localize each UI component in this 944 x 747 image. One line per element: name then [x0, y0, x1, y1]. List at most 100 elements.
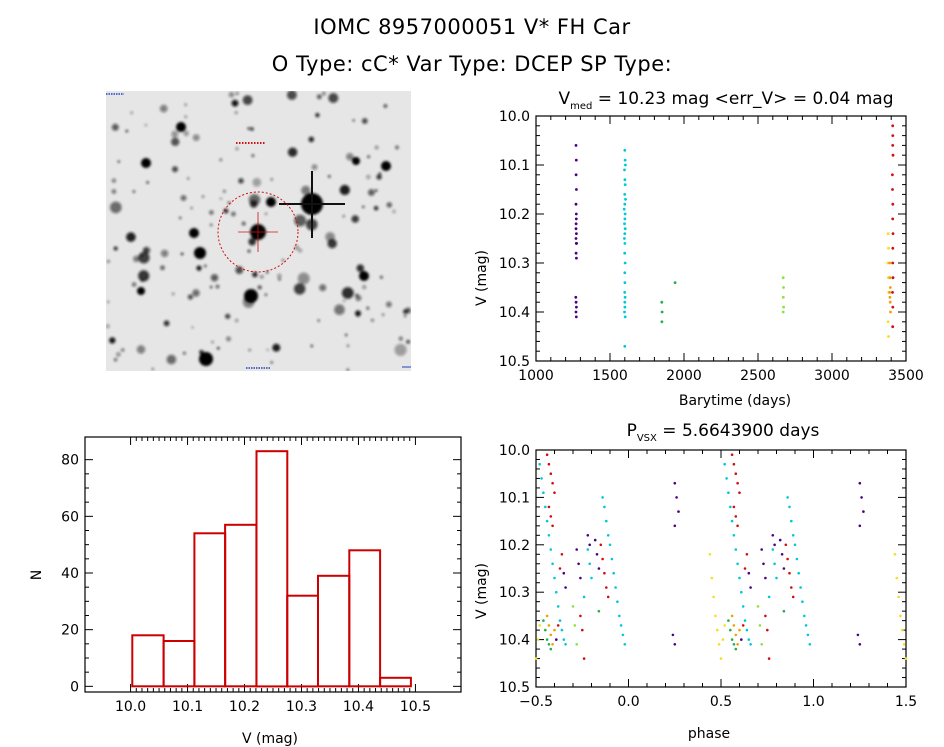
lc-ytick-label: 10.1 [499, 158, 530, 174]
lc-point [891, 202, 895, 206]
lc-point [891, 217, 895, 221]
hist-bar [348, 549, 382, 688]
ph-point [553, 576, 556, 580]
ph-point [573, 624, 577, 627]
hist-ytick-label: 40 [61, 566, 79, 582]
ph-ytick-label: 10.3 [499, 585, 530, 601]
ph-point [547, 534, 551, 537]
lc-point [574, 295, 578, 299]
ph-point [673, 524, 677, 528]
ph-point [721, 638, 725, 641]
hist-frame [84, 436, 462, 693]
lc-point [891, 124, 895, 128]
ph-point [729, 505, 732, 509]
lc-point [891, 261, 895, 265]
ph-point [671, 633, 675, 637]
lc-point [891, 246, 895, 250]
hist-bar [286, 594, 320, 688]
lc-point [891, 188, 894, 191]
ph-point [899, 614, 902, 618]
ph-point [555, 590, 558, 594]
lc-point [891, 276, 895, 280]
ph-point [547, 462, 551, 466]
ph-point [545, 638, 549, 641]
ph-point [745, 628, 749, 632]
lc-point [574, 202, 578, 206]
ph-point [534, 657, 538, 660]
ph-point [673, 643, 677, 646]
ph-point [586, 548, 590, 551]
ph-point [588, 543, 591, 547]
ph-ytick-label: 10.4 [499, 633, 530, 649]
ph-point [560, 553, 564, 556]
lc-point [886, 320, 890, 324]
header-line-1: IOMC 8957000051 V* FH Car [313, 15, 631, 39]
lc-point [888, 261, 892, 265]
ph-ytick-label: 10.5 [499, 680, 530, 696]
ph-point [564, 586, 567, 589]
ph-point [545, 519, 549, 523]
ph-point [734, 515, 738, 518]
ph-point [575, 548, 578, 551]
ph-point [603, 505, 606, 509]
ph-point [606, 595, 610, 599]
ph-point [544, 505, 547, 509]
lc-point [782, 305, 785, 309]
ph-point [808, 643, 812, 646]
ph-point [732, 534, 736, 537]
ph-point [784, 543, 788, 547]
ph-point [558, 567, 562, 570]
lc-point [660, 310, 664, 314]
hist-xtick-label: 10.1 [172, 699, 203, 715]
ph-ytick-label: 10.2 [499, 538, 530, 554]
hist-bar [193, 532, 227, 688]
ph-point [562, 638, 566, 641]
ph-point [675, 496, 678, 499]
ph-point [806, 633, 810, 637]
lc-ytick-label: 10.0 [499, 109, 530, 125]
ph-point [790, 519, 793, 523]
ph-point [579, 614, 582, 618]
ph-point [730, 453, 734, 456]
ph-point [618, 614, 621, 618]
ph-point [756, 605, 760, 608]
lc-point [891, 291, 894, 294]
ph-point [727, 619, 730, 622]
hist-xtick-label: 10.3 [286, 699, 317, 715]
lc-point [891, 305, 895, 309]
ph-point [553, 628, 556, 632]
lc-point [623, 300, 627, 304]
ph-point [723, 462, 726, 466]
ph-point [717, 643, 721, 646]
ph-point [788, 571, 791, 575]
ph-point [771, 548, 775, 551]
hist-ytick-label: 60 [61, 509, 79, 525]
lc-point [623, 295, 627, 299]
lc-xtick-label: 2000 [666, 368, 702, 384]
ph-point [771, 534, 775, 537]
lc-xtick-label: 3000 [814, 368, 850, 384]
lc-point [574, 315, 578, 319]
ph-point [712, 595, 715, 599]
ph-point [749, 643, 752, 646]
hist-xtick-label: 10.0 [115, 699, 146, 715]
ph-point [536, 638, 540, 641]
ph-ylabel: V (mag) [474, 563, 490, 619]
ph-point [767, 657, 771, 660]
ph-point [860, 496, 863, 499]
ph-point [538, 624, 541, 627]
lc-point [623, 193, 627, 196]
ph-point [734, 647, 738, 651]
ph-point [623, 643, 627, 646]
lc-point [781, 295, 785, 299]
lc-point [623, 168, 626, 172]
lc-point [624, 197, 627, 201]
ph-point [547, 643, 551, 646]
ph-point [564, 643, 567, 646]
lc-point [574, 251, 578, 255]
header-line-2: O Type: cC* Var Type: DCEP SP Type: [271, 52, 673, 76]
ph-point [897, 595, 900, 599]
ph-point [597, 567, 601, 570]
lc-point [660, 300, 664, 304]
ph-point [549, 472, 553, 475]
